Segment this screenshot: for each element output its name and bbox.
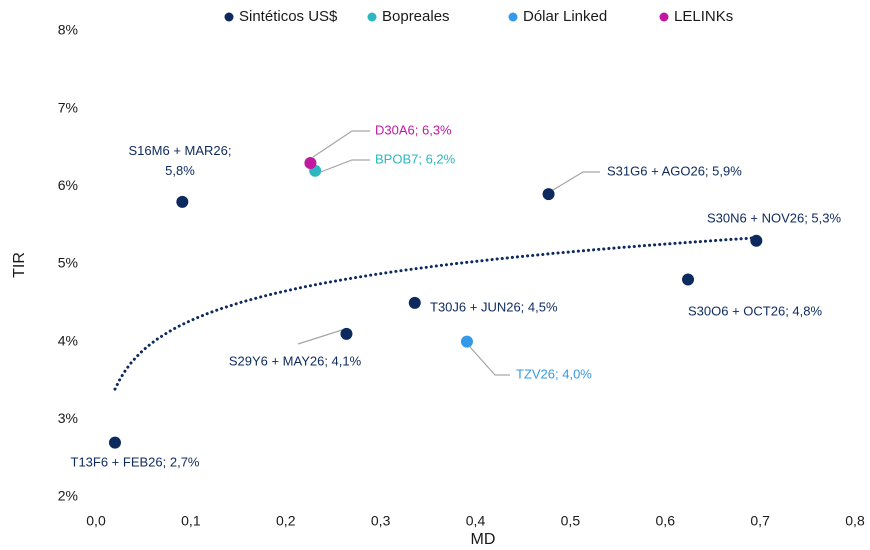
point — [108, 436, 121, 449]
data-label: S29Y6 + MAY26; 4,1% — [229, 353, 362, 368]
legend-marker — [224, 12, 234, 22]
data-label: T13F6 + FEB26; 2,7% — [71, 454, 200, 469]
point — [340, 327, 353, 340]
point — [750, 234, 763, 247]
x-tick-label: 0,4 — [466, 513, 486, 529]
point — [542, 188, 555, 201]
leader-line — [312, 130, 370, 158]
x-axis-title: MD — [471, 531, 496, 548]
y-tick-label: 8% — [58, 22, 78, 38]
trendline — [113, 236, 758, 391]
data-label: TZV26; 4,0% — [516, 366, 592, 381]
legend-label: Dólar Linked — [523, 8, 607, 25]
point — [460, 335, 473, 348]
y-tick-label: 6% — [58, 177, 78, 193]
data-label: T30J6 + JUN26; 4,5% — [430, 299, 558, 314]
data-label-line: 5,8% — [165, 163, 195, 178]
data-label: S16M6 + MAR26; 5,8% — [129, 143, 232, 178]
x-tick-label: 0,5 — [561, 513, 581, 529]
leader-line — [317, 159, 370, 174]
x-tick-label: 0,1 — [181, 513, 201, 529]
legend-marker — [367, 12, 377, 22]
point — [682, 273, 695, 286]
legend-label: Sintéticos US$ — [239, 8, 338, 25]
y-axis-title: TIR — [11, 252, 28, 278]
data-label: S30N6 + NOV26; 5,3% — [707, 210, 841, 225]
x-tick-label: 0,2 — [276, 513, 296, 529]
data-label: S30O6 + OCT26; 4,8% — [688, 303, 822, 318]
x-tick-label: 0,0 — [86, 513, 106, 529]
legend-label: Bopreales — [382, 8, 450, 25]
leader-line — [552, 171, 600, 191]
point — [176, 195, 189, 208]
leader-line — [297, 329, 343, 345]
legend-marker — [508, 12, 518, 22]
x-tick-label: 0,8 — [845, 513, 865, 529]
x-tick-label: 0,3 — [371, 513, 391, 529]
leader-line — [469, 346, 510, 376]
data-label: BPOB7; 6,2% — [375, 151, 456, 166]
y-tick-label: 3% — [58, 410, 78, 426]
y-tick-label: 5% — [58, 255, 78, 271]
data-label: D30A6; 6,3% — [375, 122, 452, 137]
legend-label: LELINKs — [674, 8, 733, 25]
point — [408, 296, 421, 309]
data-label: S31G6 + AGO26; 5,9% — [607, 163, 742, 178]
legend-marker — [659, 12, 669, 22]
point — [304, 157, 317, 170]
y-tick-label: 4% — [58, 332, 78, 348]
data-label-line: S16M6 + MAR26; — [129, 143, 232, 158]
x-tick-label: 0,6 — [656, 513, 676, 529]
y-tick-label: 7% — [58, 99, 78, 115]
y-tick-label: 2% — [58, 488, 78, 504]
x-tick-label: 0,7 — [750, 513, 770, 529]
